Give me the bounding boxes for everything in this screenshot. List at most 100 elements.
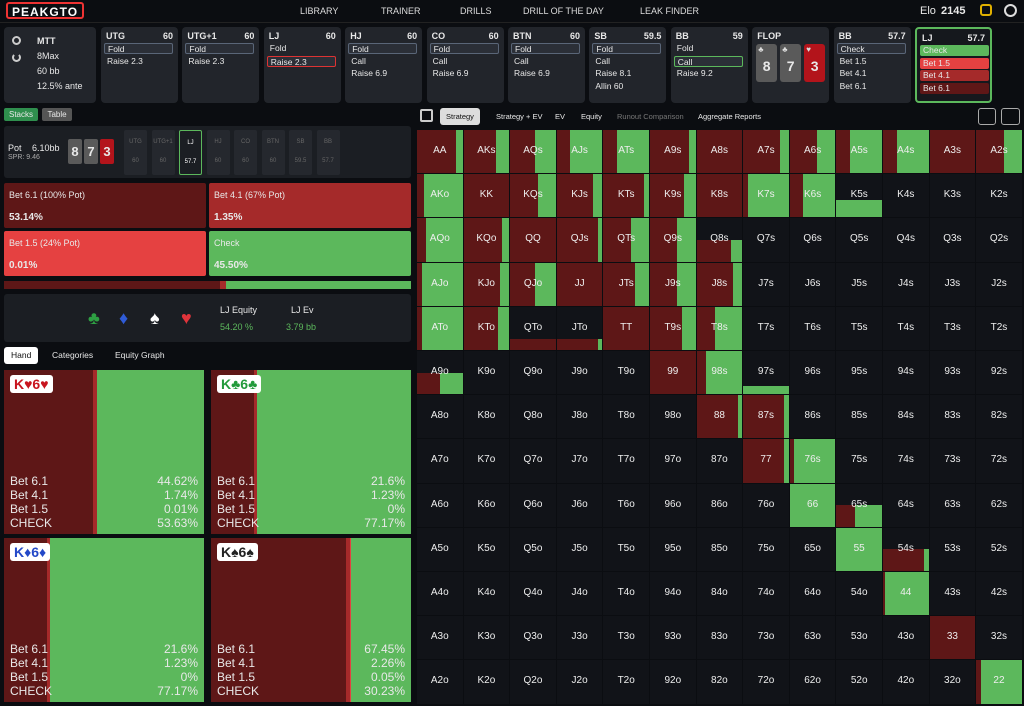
range-cell[interactable]: QJs: [556, 218, 603, 262]
position-action[interactable]: Call: [351, 55, 366, 66]
range-cell[interactable]: A3o: [417, 616, 463, 660]
position-action[interactable]: Raise 2.3: [188, 55, 225, 66]
position-action[interactable]: Raise 9.2: [676, 68, 713, 78]
position-card[interactable]: UTG+1 60 Fold Raise 2.3: [182, 27, 260, 103]
range-cell[interactable]: 66: [789, 483, 836, 527]
position-action[interactable]: Check: [836, 43, 906, 54]
toolbar-tab[interactable]: Equity: [581, 112, 602, 121]
range-cell[interactable]: 95o: [650, 527, 696, 571]
range-cell[interactable]: KQs: [510, 174, 556, 218]
range-cell[interactable]: Q9o: [510, 351, 556, 395]
toolbar-tab[interactable]: Strategy: [440, 108, 480, 125]
range-cell[interactable]: 52o: [836, 660, 882, 704]
range-cell[interactable]: 65o: [789, 527, 836, 571]
range-cell[interactable]: 87s: [743, 395, 789, 439]
position-action[interactable]: Call: [673, 55, 743, 67]
position-action[interactable]: Bet 6.1: [839, 80, 867, 91]
range-cell[interactable]: QTo: [510, 306, 556, 350]
range-cell[interactable]: T9o: [603, 351, 649, 395]
range-cell[interactable]: 43s: [929, 572, 976, 616]
range-cell[interactable]: A3s: [929, 130, 976, 174]
range-cell[interactable]: 85s: [836, 395, 882, 439]
range-cell[interactable]: K5s: [836, 174, 882, 218]
suit-filter[interactable]: ♦: [119, 308, 129, 328]
range-cell[interactable]: 86s: [789, 395, 836, 439]
seat[interactable]: UTG 60: [124, 130, 147, 175]
range-cell[interactable]: J2s: [976, 262, 1022, 306]
range-cell[interactable]: A2o: [417, 660, 463, 704]
range-cell[interactable]: J8s: [696, 262, 743, 306]
range-cell[interactable]: 55: [836, 527, 882, 571]
range-cell[interactable]: T5o: [603, 527, 649, 571]
range-cell[interactable]: ATo: [417, 306, 463, 350]
range-cell[interactable]: J4s: [883, 262, 929, 306]
range-cell[interactable]: J9o: [556, 351, 603, 395]
logo[interactable]: PEAKGTO: [6, 2, 85, 19]
range-cell[interactable]: J9s: [650, 262, 696, 306]
position-action[interactable]: Fold: [592, 43, 662, 54]
range-cell[interactable]: 74s: [883, 439, 929, 483]
range-cell[interactable]: 32o: [929, 660, 976, 704]
position-card[interactable]: HJ 60 Fold Call Raise 6.9: [345, 27, 423, 103]
range-cell[interactable]: 75s: [836, 439, 882, 483]
range-cell[interactable]: AQs: [510, 130, 556, 174]
range-cell[interactable]: A5o: [417, 527, 463, 571]
range-cell[interactable]: Q8o: [510, 395, 556, 439]
action-box[interactable]: Check 45.50%: [209, 231, 411, 276]
range-cell[interactable]: T4o: [603, 572, 649, 616]
range-cell[interactable]: 42o: [883, 660, 929, 704]
range-cell[interactable]: T3o: [603, 616, 649, 660]
range-cell[interactable]: J3o: [556, 616, 603, 660]
range-cell[interactable]: J2o: [556, 660, 603, 704]
range-cell[interactable]: A6o: [417, 483, 463, 527]
suit-filter[interactable]: ♠: [150, 308, 160, 328]
gamepad-icon[interactable]: [1001, 108, 1020, 125]
range-cell[interactable]: 96o: [650, 483, 696, 527]
range-cell[interactable]: KTs: [603, 174, 649, 218]
range-cell[interactable]: 94o: [650, 572, 696, 616]
range-cell[interactable]: T3s: [929, 306, 976, 350]
position-action[interactable]: Bet 4.1: [920, 70, 989, 81]
range-cell[interactable]: Q7s: [743, 218, 789, 262]
range-cell[interactable]: A6s: [789, 130, 836, 174]
range-cell[interactable]: T2s: [976, 306, 1022, 350]
range-cell[interactable]: K8o: [463, 395, 510, 439]
range-cell[interactable]: KJo: [463, 262, 510, 306]
range-cell[interactable]: 65s: [836, 483, 882, 527]
range-cell[interactable]: 98o: [650, 395, 696, 439]
range-cell[interactable]: J6s: [789, 262, 836, 306]
range-cell[interactable]: 76o: [743, 483, 789, 527]
action-box[interactable]: Bet 4.1 (67% Pot) 1.35%: [209, 183, 411, 228]
position-action[interactable]: Fold: [511, 43, 580, 54]
share-icon[interactable]: [978, 108, 996, 125]
nav-link[interactable]: TRAINER: [381, 6, 421, 16]
range-cell[interactable]: T9s: [650, 306, 696, 350]
range-cell[interactable]: K4o: [463, 572, 510, 616]
range-cell[interactable]: A8o: [417, 395, 463, 439]
range-cell[interactable]: TT: [603, 306, 649, 350]
range-cell[interactable]: 84s: [883, 395, 929, 439]
position-action[interactable]: Call: [432, 55, 448, 66]
position-action[interactable]: Bet 4.1: [839, 68, 867, 78]
range-cell[interactable]: 62o: [789, 660, 836, 704]
range-cell[interactable]: K7s: [743, 174, 789, 218]
range-cell[interactable]: 87o: [696, 439, 743, 483]
position-action[interactable]: Raise 2.3: [266, 55, 336, 67]
toolbar-tab[interactable]: Strategy + EV: [496, 112, 543, 121]
hand-tab[interactable]: Equity Graph: [115, 350, 165, 360]
range-cell[interactable]: 52s: [976, 527, 1022, 571]
nav-link[interactable]: DRILLS: [460, 6, 492, 16]
range-cell[interactable]: 82o: [696, 660, 743, 704]
range-cell[interactable]: 33: [929, 616, 976, 660]
position-action[interactable]: Bet 6.1: [920, 82, 989, 94]
range-cell[interactable]: AJo: [417, 262, 463, 306]
range-cell[interactable]: 63o: [789, 616, 836, 660]
range-cell[interactable]: A8s: [696, 130, 743, 174]
range-cell[interactable]: AA: [417, 130, 463, 174]
range-cell[interactable]: 32s: [976, 616, 1022, 660]
range-cell[interactable]: A7o: [417, 439, 463, 483]
nav-link[interactable]: LEAK FINDER: [640, 6, 700, 16]
range-cell[interactable]: Q5o: [510, 527, 556, 571]
range-cell[interactable]: QTs: [603, 218, 649, 262]
range-cell[interactable]: 72s: [976, 439, 1022, 483]
